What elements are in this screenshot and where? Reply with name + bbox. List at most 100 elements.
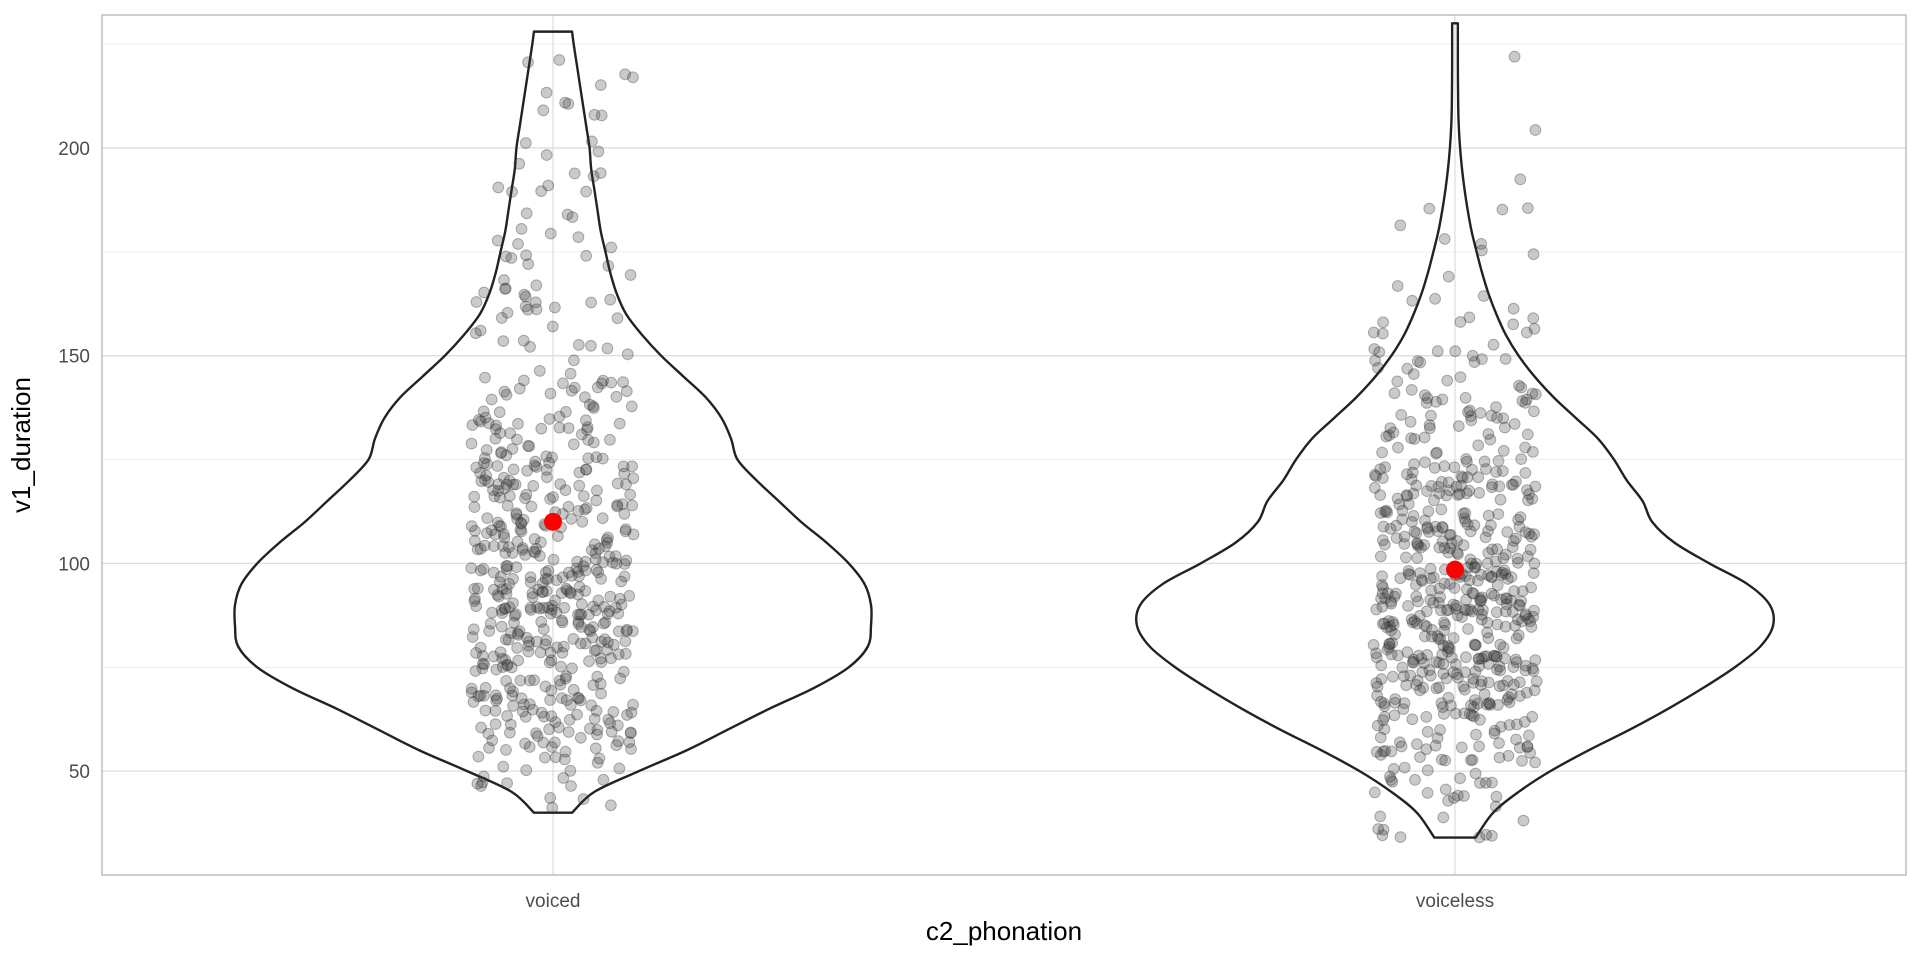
- data-point: [557, 640, 570, 653]
- data-point: [594, 79, 607, 91]
- data-point: [612, 625, 625, 638]
- data-point: [1486, 481, 1498, 494]
- data-point: [549, 301, 561, 314]
- data-point: [1421, 649, 1433, 661]
- data-point: [541, 573, 554, 585]
- data-point: [579, 564, 592, 577]
- data-point: [1461, 455, 1473, 468]
- data-point: [596, 512, 609, 525]
- data-point: [1525, 530, 1538, 543]
- data-point: [627, 528, 640, 541]
- data-point: [623, 590, 636, 602]
- data-point: [572, 608, 584, 621]
- data-point: [1463, 311, 1476, 324]
- data-point: [1442, 546, 1455, 559]
- data-point: [503, 601, 516, 614]
- data-point: [500, 560, 513, 573]
- data-point: [1429, 739, 1442, 752]
- data-point: [478, 539, 491, 552]
- data-point: [556, 616, 569, 629]
- data-point: [1502, 691, 1515, 704]
- data-point: [1368, 343, 1381, 355]
- data-point: [590, 604, 602, 617]
- data-point: [612, 648, 625, 661]
- data-point: [575, 428, 588, 441]
- data-point: [1490, 790, 1503, 803]
- data-point: [590, 563, 603, 576]
- data-point: [1520, 326, 1533, 339]
- data-point: [467, 623, 480, 636]
- data-point: [1455, 741, 1468, 754]
- data-point: [1484, 433, 1497, 446]
- data-point: [1505, 594, 1517, 607]
- data-point: [541, 471, 553, 484]
- data-point: [1383, 638, 1396, 650]
- data-point: [524, 601, 537, 614]
- data-point: [1514, 173, 1527, 186]
- data-point: [1490, 555, 1502, 568]
- data-point: [588, 108, 601, 121]
- data-point: [1473, 652, 1485, 665]
- data-point: [554, 678, 567, 691]
- data-point: [1375, 673, 1388, 685]
- data-point: [507, 463, 520, 476]
- data-point: [523, 635, 535, 648]
- mean-marker-voiced: [544, 512, 562, 531]
- data-point: [501, 659, 514, 672]
- data-point: [500, 478, 513, 491]
- data-point: [546, 451, 558, 464]
- data-point: [1494, 493, 1507, 506]
- data-point: [465, 520, 478, 533]
- data-point: [590, 644, 603, 657]
- data-point: [1517, 814, 1530, 827]
- data-point: [525, 500, 538, 513]
- data-point: [506, 443, 519, 455]
- data-point: [508, 609, 521, 622]
- data-point: [1408, 458, 1420, 471]
- data-point: [1473, 831, 1486, 844]
- data-point: [1466, 587, 1479, 599]
- data-point: [1411, 538, 1424, 550]
- data-point: [469, 327, 482, 340]
- data-point: [1512, 513, 1524, 526]
- data-point: [1524, 747, 1536, 759]
- data-point: [1497, 552, 1510, 565]
- data-point: [1376, 446, 1388, 459]
- data-point: [516, 542, 529, 554]
- data-point: [1482, 658, 1495, 670]
- data-point: [587, 621, 599, 633]
- data-point: [559, 96, 571, 109]
- data-point: [1497, 444, 1510, 457]
- data-point: [506, 185, 518, 198]
- data-point: [1424, 422, 1436, 435]
- data-point: [535, 422, 548, 435]
- data-point: [623, 736, 636, 749]
- data-point: [1472, 653, 1485, 665]
- data-point: [1459, 666, 1471, 679]
- data-point: [573, 570, 585, 583]
- data-point: [1457, 680, 1470, 693]
- data-point: [609, 550, 622, 562]
- data-point: [472, 582, 484, 595]
- data-point: [1444, 529, 1457, 541]
- data-point: [613, 417, 626, 430]
- data-point: [486, 734, 499, 747]
- data-point: [1410, 579, 1422, 591]
- data-point: [581, 421, 594, 434]
- data-point: [556, 646, 569, 659]
- data-point: [1480, 463, 1492, 475]
- data-point: [590, 451, 603, 464]
- data-point: [1529, 388, 1542, 401]
- data-point: [1411, 552, 1424, 564]
- data-point: [1373, 346, 1386, 359]
- data-point: [1388, 709, 1401, 722]
- data-point: [514, 523, 527, 536]
- data-point: [627, 71, 639, 84]
- data-point: [540, 634, 553, 647]
- data-point: [603, 550, 616, 563]
- data-point: [1377, 823, 1390, 836]
- data-point: [1473, 487, 1486, 499]
- data-point: [1388, 590, 1401, 603]
- data-point: [1411, 537, 1423, 549]
- data-point: [1433, 487, 1446, 500]
